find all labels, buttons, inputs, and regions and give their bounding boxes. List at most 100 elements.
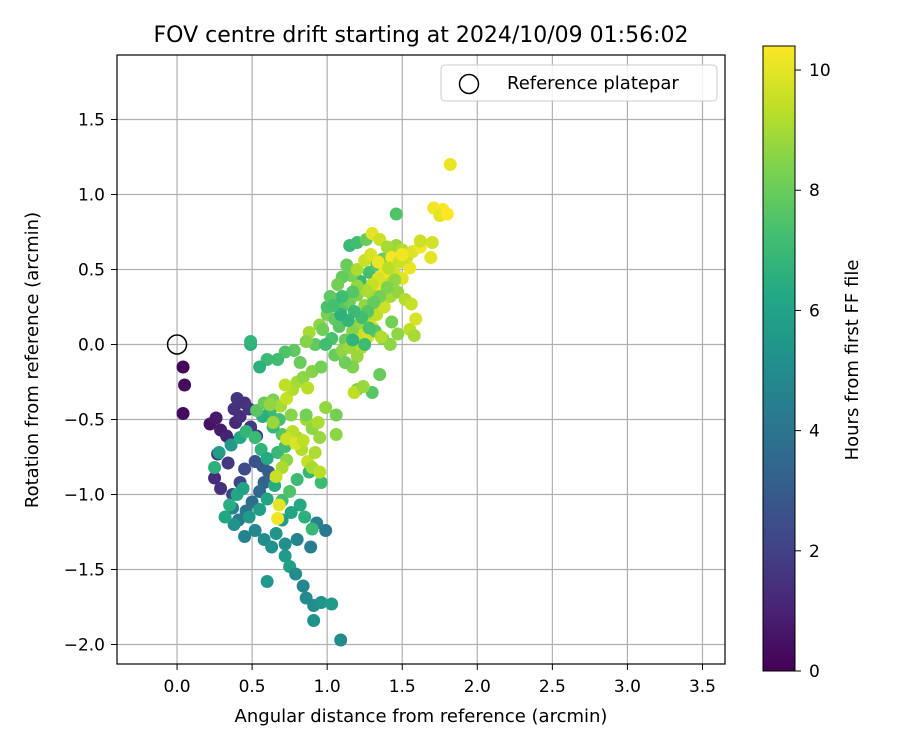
legend: Reference platepar bbox=[440, 64, 718, 102]
data-point bbox=[407, 329, 421, 342]
y-tick-label: 1.0 bbox=[78, 186, 105, 206]
colorbar-tick-label: 4 bbox=[809, 422, 820, 442]
data-point bbox=[269, 470, 283, 483]
data-point bbox=[383, 338, 397, 351]
data-point bbox=[311, 416, 325, 429]
x-tick-label: 1.5 bbox=[389, 677, 416, 697]
y-tick-label: −2.0 bbox=[64, 636, 105, 656]
data-point bbox=[299, 335, 313, 348]
y-axis-ticks: −2.0 −1.5 −1.0 −0.5 0.0 0.5 1.0 1.5 bbox=[64, 111, 117, 656]
data-point bbox=[253, 503, 267, 516]
data-point bbox=[208, 471, 222, 485]
data-point bbox=[244, 335, 258, 348]
colorbar-tick-label: 10 bbox=[809, 61, 831, 81]
data-point bbox=[224, 438, 238, 452]
data-point bbox=[208, 461, 222, 474]
data-point bbox=[289, 567, 303, 581]
y-axis-label: Rotation from reference (arcmin) bbox=[22, 212, 43, 508]
data-point bbox=[329, 408, 343, 422]
x-tick-label: 0.0 bbox=[164, 677, 191, 697]
reference-platepar-marker bbox=[166, 334, 188, 355]
data-point bbox=[424, 251, 438, 264]
data-point bbox=[266, 416, 280, 429]
data-point bbox=[214, 482, 228, 495]
data-point bbox=[242, 510, 256, 524]
data-point bbox=[374, 330, 388, 344]
legend-box bbox=[440, 64, 718, 102]
data-point bbox=[238, 462, 252, 476]
data-point bbox=[385, 315, 399, 329]
y-tick-label: −0.5 bbox=[64, 411, 105, 431]
data-point bbox=[271, 353, 285, 366]
data-point bbox=[440, 207, 454, 221]
data-point bbox=[290, 533, 304, 546]
data-point bbox=[331, 278, 345, 291]
data-point bbox=[296, 579, 310, 593]
y-tick-label: 0.5 bbox=[78, 261, 105, 281]
data-point bbox=[358, 338, 372, 351]
data-point bbox=[227, 402, 241, 416]
data-point bbox=[403, 261, 417, 275]
data-point bbox=[329, 428, 343, 441]
data-point bbox=[380, 240, 394, 254]
data-point bbox=[176, 407, 190, 420]
data-point bbox=[382, 261, 396, 275]
data-point bbox=[260, 575, 274, 588]
data-point bbox=[284, 506, 298, 519]
data-point bbox=[293, 498, 307, 512]
grid-lines bbox=[117, 55, 725, 664]
data-point bbox=[338, 356, 352, 369]
colorbar-label: Hours from first FF file bbox=[842, 260, 863, 461]
y-tick-label: 0.0 bbox=[78, 336, 105, 356]
y-tick-label: 1.5 bbox=[78, 111, 105, 131]
colorbar-tick-label: 6 bbox=[809, 301, 820, 321]
data-point bbox=[389, 207, 403, 221]
data-point bbox=[356, 380, 370, 393]
data-point bbox=[218, 510, 232, 524]
data-point bbox=[209, 411, 223, 425]
data-point bbox=[178, 378, 192, 392]
legend-marker-icon bbox=[458, 73, 480, 95]
colorbar-tick-label: 0 bbox=[809, 662, 820, 682]
data-point bbox=[212, 446, 226, 459]
data-point bbox=[371, 255, 385, 269]
x-tick-label: 2.0 bbox=[464, 677, 491, 697]
data-point bbox=[260, 452, 274, 465]
data-point bbox=[377, 300, 391, 314]
data-point bbox=[269, 527, 283, 540]
data-point bbox=[409, 312, 423, 326]
data-point bbox=[313, 431, 327, 444]
y-tick-label: −1.0 bbox=[64, 486, 105, 506]
x-tick-label: 3.0 bbox=[614, 677, 641, 697]
data-point bbox=[299, 408, 313, 422]
x-axis-label: Angular distance from reference (arcmin) bbox=[235, 706, 608, 727]
data-point bbox=[293, 356, 307, 369]
data-point bbox=[319, 338, 333, 351]
data-point bbox=[334, 308, 348, 321]
data-point bbox=[340, 258, 354, 272]
data-point bbox=[263, 398, 277, 411]
x-tick-label: 3.5 bbox=[689, 677, 716, 697]
data-point bbox=[404, 297, 418, 311]
data-point bbox=[313, 465, 327, 479]
data-point bbox=[253, 360, 267, 374]
data-point bbox=[425, 236, 439, 249]
data-point bbox=[298, 510, 312, 524]
data-point bbox=[319, 524, 333, 537]
data-point bbox=[314, 360, 328, 374]
data-point bbox=[326, 299, 340, 312]
data-point bbox=[301, 381, 315, 395]
colorbar-tick-label: 8 bbox=[809, 181, 820, 201]
data-point bbox=[278, 549, 292, 563]
data-point bbox=[350, 263, 364, 276]
data-points bbox=[166, 158, 457, 647]
x-tick-label: 1.0 bbox=[314, 677, 341, 697]
data-point bbox=[290, 473, 304, 486]
data-point bbox=[278, 537, 292, 551]
data-point bbox=[350, 350, 364, 363]
data-point bbox=[272, 498, 286, 512]
data-point bbox=[307, 614, 321, 627]
data-point bbox=[176, 360, 190, 374]
data-point bbox=[316, 323, 330, 336]
